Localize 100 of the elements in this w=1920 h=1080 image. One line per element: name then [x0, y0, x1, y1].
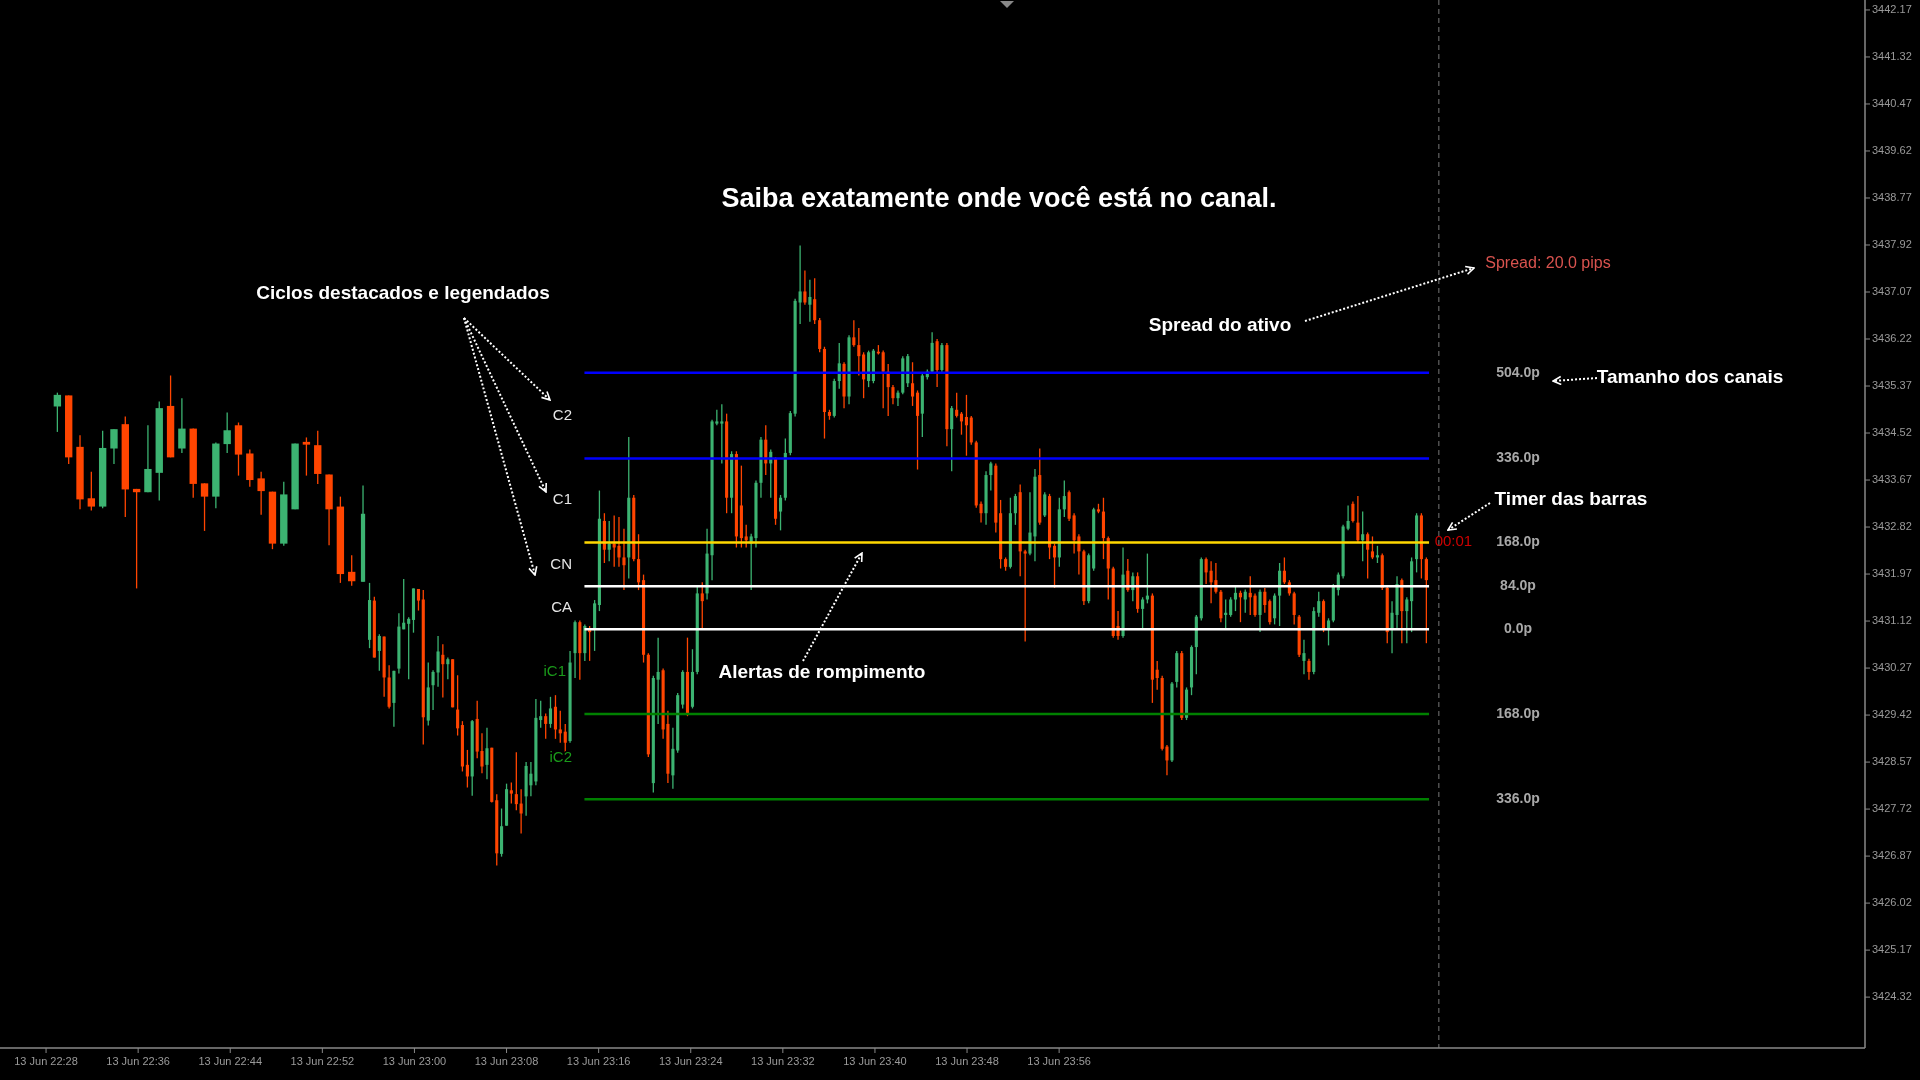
candlestick [1062, 479, 1066, 518]
candlestick [1302, 639, 1306, 675]
candlestick [1282, 556, 1286, 585]
candlestick [529, 761, 533, 798]
annotation: 0.0p [1503, 619, 1533, 636]
annotation: 504.0p [1496, 363, 1540, 380]
candlestick [1204, 556, 1208, 585]
candlestick [955, 392, 959, 419]
x-tick-label: 13 Jun 22:44 [198, 1055, 263, 1067]
x-tick-label: 13 Jun 23:16 [566, 1055, 631, 1067]
candlestick [617, 516, 621, 568]
y-tick-label: 3437.92 [1872, 237, 1912, 250]
candlestick [1351, 500, 1355, 524]
x-tick-label: 13 Jun 22:36 [106, 1055, 170, 1067]
candlestick [1258, 588, 1262, 633]
y-tick-label: 3428.57 [1872, 754, 1912, 767]
candlestick [915, 389, 920, 471]
candlestick [989, 461, 993, 492]
candlestick [431, 669, 435, 711]
annotation: C1 [552, 489, 572, 507]
x-tick-label: 13 Jun 23:40 [843, 1055, 907, 1067]
y-tick-label: 3437.07 [1872, 284, 1912, 297]
candlestick [1370, 535, 1375, 560]
y-tick-label: 3439.62 [1872, 143, 1912, 156]
candlestick [1052, 542, 1057, 589]
candlestick [857, 327, 861, 377]
text: Saiba exatamente onde você está no canal. [721, 183, 1277, 214]
annotation: Spread: 20.0 pips [1485, 254, 1611, 272]
candlestick [446, 656, 450, 680]
candlestick [891, 384, 895, 405]
annotation: 336.0p [1496, 789, 1540, 806]
candlestick [1268, 598, 1272, 626]
candlestick [558, 710, 562, 744]
annotation: 84.0p [1500, 576, 1536, 593]
candlestick [377, 633, 381, 672]
y-tick-label: 3427.72 [1872, 802, 1912, 814]
y-tick-label: 3438.77 [1872, 190, 1912, 203]
y-tick-label: 3431.12 [1872, 613, 1912, 626]
candlestick [881, 349, 885, 409]
candlestick [1253, 592, 1257, 618]
annotation: Timer das barras [1494, 488, 1648, 510]
x-tick-label: 13 Jun 23:24 [658, 1055, 723, 1067]
candlestick [1292, 591, 1296, 626]
annotation: 168.0p [1496, 704, 1540, 721]
y-tick-label: 3436.22 [1872, 331, 1912, 344]
candlestick [407, 616, 411, 680]
x-tick-label: 13 Jun 23:56 [1027, 1055, 1091, 1067]
annotation: Spread do ativo [1148, 314, 1292, 336]
candlestick [607, 520, 611, 562]
annotation: 336.0p [1496, 448, 1540, 465]
candlestick [436, 635, 440, 688]
y-tick-label: 3430.27 [1872, 660, 1912, 673]
y-tick-label: 3435.37 [1872, 378, 1912, 391]
candlestick [1356, 495, 1360, 543]
annotation: C2 [552, 405, 572, 423]
y-tick-label: 3426.87 [1872, 849, 1912, 861]
candlestick [1229, 596, 1233, 618]
candlestick [553, 694, 558, 740]
candlestick [465, 749, 469, 789]
y-tick-label: 3424.32 [1872, 990, 1912, 1003]
candlestick [798, 244, 802, 325]
candlestick [1405, 596, 1409, 644]
x-tick-label: 13 Jun 22:28 [14, 1055, 78, 1067]
y-tick-label: 3431.97 [1872, 566, 1912, 579]
candlestick [700, 581, 704, 631]
candlestick [950, 405, 954, 472]
candlestick [803, 269, 807, 306]
candlestick [910, 361, 915, 407]
candlestick [539, 700, 543, 729]
candlestick [1043, 491, 1047, 518]
annotation: iC1 [543, 661, 566, 679]
annotation: CA [551, 597, 572, 615]
y-tick-label: 3429.42 [1872, 707, 1912, 720]
candlestick [636, 533, 641, 591]
candlestick [456, 674, 460, 737]
y-tick-label: 3426.02 [1872, 896, 1912, 909]
candlestick [1346, 504, 1350, 532]
candlestick [1273, 592, 1277, 626]
candlestick [808, 279, 812, 323]
annotation: 00:01 [1434, 532, 1473, 550]
candlestick [1209, 560, 1213, 605]
annotation: Tamanho dos canais [1596, 366, 1784, 388]
candlestick [813, 277, 817, 325]
candlestick [485, 727, 489, 780]
candlestick [544, 712, 548, 740]
candlestick [441, 643, 445, 699]
candlestick [852, 319, 856, 348]
x-tick-label: 13 Jun 23:00 [382, 1055, 447, 1067]
candlestick [744, 524, 748, 549]
candlestick [622, 528, 626, 591]
y-tick-label: 3441.32 [1872, 49, 1912, 62]
x-tick-label: 13 Jun 23:08 [474, 1055, 539, 1067]
annotation: CN [550, 554, 572, 572]
candlestick [720, 403, 724, 465]
x-tick-label: 13 Jun 23:48 [935, 1055, 999, 1067]
candlestick [1023, 549, 1027, 643]
y-tick-label: 3432.82 [1872, 519, 1912, 532]
candlestick [519, 788, 523, 835]
annotation: iC2 [549, 747, 572, 765]
annotation: 168.0p [1496, 532, 1540, 549]
